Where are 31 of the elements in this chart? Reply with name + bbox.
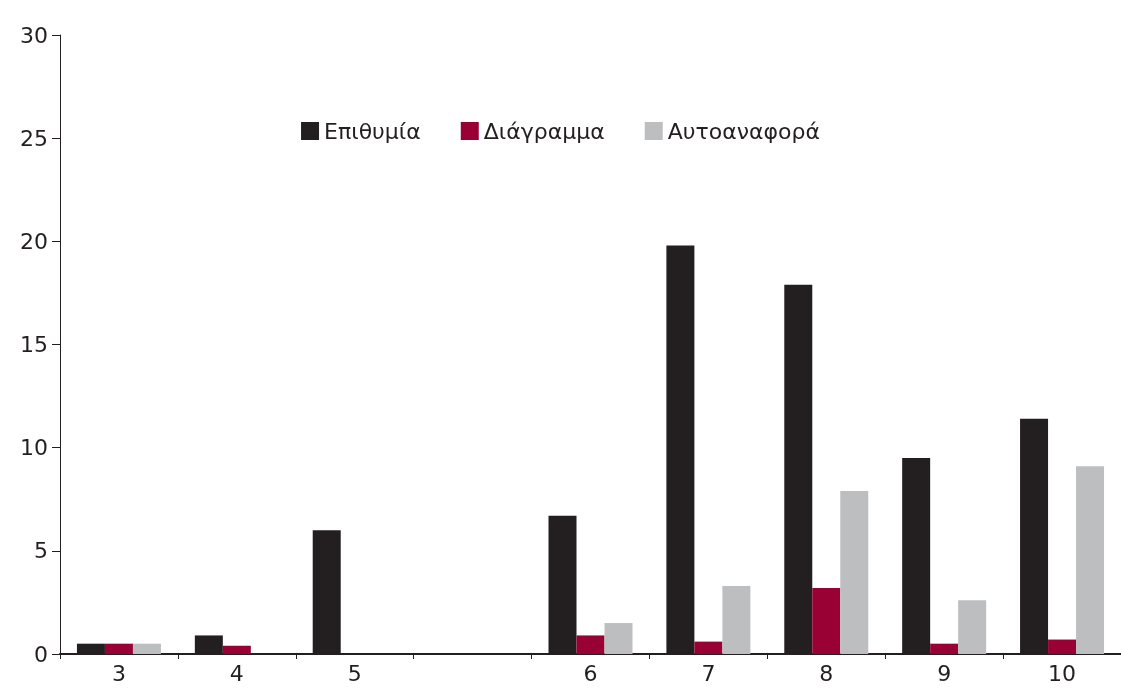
legend-label: Διάγραμμα [483, 118, 605, 144]
bar [576, 635, 605, 654]
x-tick-label: 6 [583, 660, 598, 686]
bar [812, 587, 841, 654]
bar [1048, 639, 1077, 654]
y-tick-label: 20 [20, 228, 48, 254]
legend-label: Αυτοαναφορά [667, 118, 820, 144]
bar [694, 641, 723, 654]
bar [222, 645, 251, 654]
x-tick-label: 8 [819, 660, 834, 686]
bar [840, 491, 869, 654]
x-tick-label: 5 [347, 660, 362, 686]
x-tick-label: 10 [1048, 660, 1077, 686]
y-tick-label: 10 [20, 435, 48, 461]
y-tick-label: 5 [34, 538, 48, 564]
legend-label: Επιθυμία [324, 118, 421, 144]
bar [930, 643, 959, 654]
x-tick-label: 9 [937, 660, 952, 686]
bar [132, 643, 161, 654]
y-tick-label: 25 [20, 125, 48, 151]
y-tick-label: 0 [34, 641, 48, 667]
bar [604, 623, 633, 654]
y-tick-label: 30 [20, 22, 48, 48]
bar [722, 585, 751, 654]
bar [1076, 466, 1105, 654]
x-tick-label: 4 [229, 660, 244, 686]
bar [104, 643, 133, 654]
x-tick-label: 7 [701, 660, 716, 686]
bar [958, 600, 987, 654]
y-tick-label: 15 [20, 332, 48, 357]
x-tick-label: 3 [111, 660, 126, 686]
